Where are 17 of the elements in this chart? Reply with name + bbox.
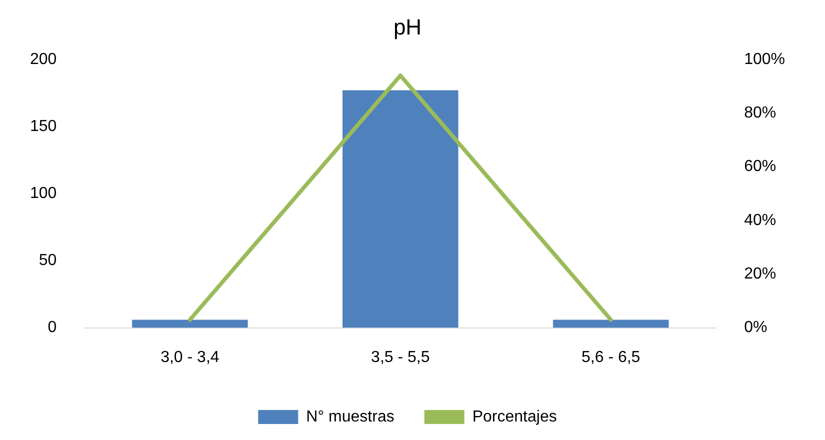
y2-tick-label: 20% <box>744 266 776 283</box>
y2-tick-label: 60% <box>744 158 776 176</box>
x-tick-label: 5,6 - 6,5 <box>581 348 640 366</box>
x-tick-label: 3,0 - 3,4 <box>160 348 220 366</box>
y2-tick-label: 80% <box>744 104 776 122</box>
legend-label: N° muestras <box>306 408 394 426</box>
y-tick-label: 150 <box>30 118 57 135</box>
legend-label: Porcentajes <box>472 408 557 426</box>
y-tick-label: 0 <box>48 319 57 336</box>
x-tick-label: 3,5 - 5,5 <box>371 348 430 366</box>
y2-tick-label: 100% <box>744 50 785 68</box>
y2-tick-label: 40% <box>744 212 776 229</box>
y-tick-label: 200 <box>30 50 57 68</box>
y2-tick-label: 0% <box>744 319 768 336</box>
y-tick-label: 50 <box>38 252 57 270</box>
y-tick-label: 100 <box>30 185 57 202</box>
chart-title: pH <box>393 14 422 40</box>
